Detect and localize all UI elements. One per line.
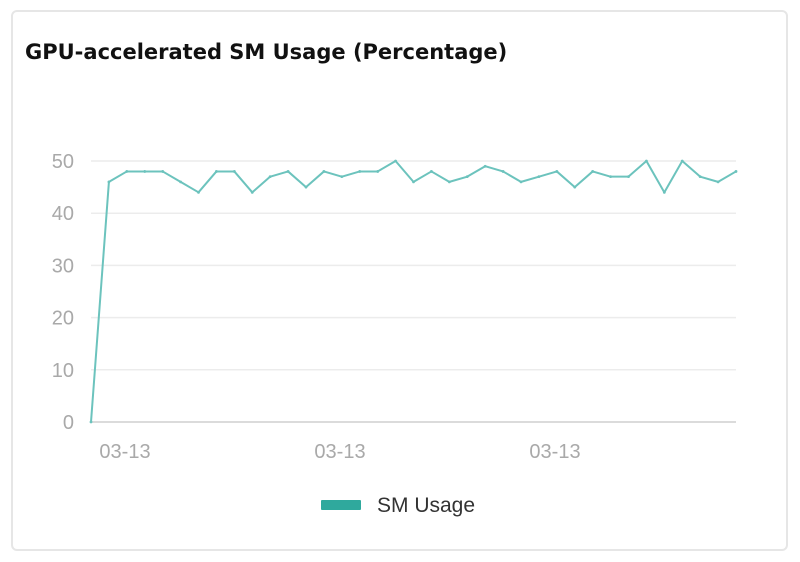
- data-point-27: [573, 185, 577, 189]
- data-point-22: [483, 164, 487, 168]
- data-point-34: [698, 175, 702, 179]
- y-tick-label-5: 50: [52, 151, 74, 173]
- data-point-18: [412, 180, 415, 184]
- x-tick-label-0: 03-13: [99, 441, 150, 463]
- data-point-31: [645, 159, 648, 163]
- series-line-sm-usage: [90, 160, 737, 423]
- data-point-24: [519, 180, 523, 184]
- data-point-0: [89, 420, 93, 424]
- legend-label-sm-usage[interactable]: SM Usage: [377, 494, 475, 517]
- data-point-15: [358, 170, 362, 173]
- data-point-29: [609, 175, 612, 179]
- data-point-35: [716, 180, 720, 184]
- y-axis-ticks: 0 10 20 30 40 50: [52, 151, 74, 434]
- chart-card: [11, 10, 788, 551]
- data-point-23: [501, 170, 505, 173]
- x-axis-ticks: 03-13 03-13 03-13: [99, 441, 580, 463]
- data-point-4: [161, 170, 165, 173]
- data-point-30: [627, 175, 630, 179]
- data-point-9: [250, 190, 254, 194]
- y-tick-label-0: 0: [63, 412, 74, 434]
- chart-title: GPU-accelerated SM Usage (Percentage): [25, 40, 508, 64]
- legend-swatch-sm-usage[interactable]: [321, 500, 361, 510]
- data-point-12: [304, 185, 308, 189]
- legend[interactable]: SM Usage: [321, 494, 475, 517]
- data-point-5: [179, 180, 182, 184]
- x-tick-label-2: 03-13: [529, 441, 580, 463]
- grid-lines: [91, 160, 736, 371]
- data-point-3: [143, 170, 147, 173]
- data-point-13: [322, 170, 326, 173]
- x-tick-label-1: 03-13: [314, 441, 365, 463]
- series-layer: [89, 159, 738, 424]
- data-point-11: [286, 170, 290, 173]
- data-point-14: [340, 175, 344, 179]
- data-point-19: [430, 170, 433, 173]
- data-point-8: [232, 170, 236, 173]
- data-point-7: [215, 170, 218, 173]
- data-point-25: [537, 175, 541, 179]
- data-point-20: [447, 180, 451, 184]
- y-tick-label-3: 30: [52, 255, 74, 277]
- data-point-1: [107, 180, 111, 184]
- y-tick-label-1: 10: [52, 360, 74, 382]
- data-point-21: [465, 175, 469, 179]
- data-point-17: [394, 159, 397, 163]
- data-point-32: [662, 190, 666, 194]
- y-tick-label-4: 40: [52, 203, 74, 225]
- y-tick-label-2: 20: [52, 308, 74, 330]
- data-point-6: [197, 190, 200, 194]
- data-point-28: [591, 170, 595, 173]
- data-point-10: [268, 175, 272, 179]
- data-point-2: [125, 170, 129, 173]
- data-point-16: [376, 170, 380, 173]
- data-point-26: [555, 170, 559, 173]
- data-point-33: [680, 159, 684, 163]
- data-point-36: [734, 170, 738, 173]
